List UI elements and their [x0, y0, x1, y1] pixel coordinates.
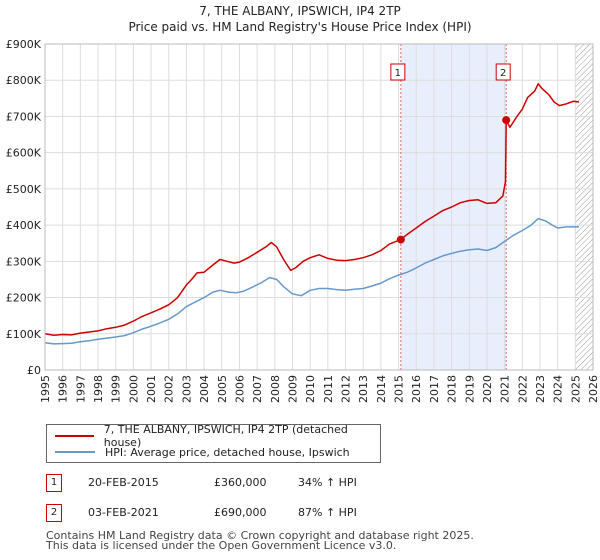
x-tick-label: 2013 [357, 375, 370, 403]
footer-line-1: Contains HM Land Registry data © Crown c… [46, 529, 474, 542]
chart-subtitle: Price paid vs. HM Land Registry's House … [128, 20, 472, 34]
x-tick-label: 1997 [74, 375, 87, 403]
y-tick-label: £0 [27, 364, 41, 377]
legend-label-hpi: HPI: Average price, detached house, Ipsw… [105, 445, 350, 459]
plot-border [44, 43, 594, 371]
transaction-badge: 1 [46, 474, 62, 492]
transaction-date: 20-FEB-2015 [88, 476, 159, 489]
x-tick-label: 1995 [39, 375, 52, 403]
transaction-point [396, 235, 405, 244]
transaction-price: £360,000 [214, 476, 267, 489]
y-tick-label: £600K [6, 147, 42, 160]
x-tick-label: 2017 [428, 375, 441, 403]
x-tick-label: 2012 [340, 375, 353, 403]
y-tick-label: £900K [6, 38, 42, 51]
legend-swatch-hpi [55, 451, 95, 453]
legend: 7, THE ALBANY, IPSWICH, IP4 2TP (detache… [46, 423, 381, 463]
footer: Contains HM Land Registry data © Crown c… [46, 529, 474, 552]
y-tick-label: £100K [6, 328, 42, 341]
transaction-label: 2 [500, 68, 506, 79]
x-tick-label: 2026 [587, 375, 600, 403]
y-tick-label: £500K [6, 183, 42, 196]
x-tick-label: 2003 [180, 375, 193, 403]
x-tick-label: 2023 [534, 375, 547, 403]
x-tick-label: 2007 [251, 375, 264, 403]
property-price-line [44, 83, 580, 336]
x-tick-label: 2019 [463, 375, 476, 403]
x-tick-label: 1998 [92, 375, 105, 403]
y-tick-label: £300K [6, 255, 42, 268]
x-tick-label: 2024 [552, 375, 565, 403]
legend-label-property: 7, THE ALBANY, IPSWICH, IP4 2TP (detache… [103, 423, 348, 449]
x-tick-label: 2001 [145, 375, 158, 403]
transaction-date: 03-FEB-2021 [88, 506, 159, 519]
x-tick-label: 2025 [569, 375, 582, 403]
transaction-price: £690,000 [214, 506, 267, 519]
x-tick-label: 2008 [269, 375, 282, 403]
x-tick-label: 2006 [233, 375, 246, 403]
x-tick-label: 2016 [410, 375, 423, 403]
hpi-line [44, 217, 579, 345]
y-tick-label: £200K [6, 292, 42, 305]
x-tick-label: 2002 [163, 375, 176, 403]
transaction-label-box [390, 63, 406, 81]
x-tick-label: 2004 [198, 375, 211, 403]
legend-item-property: 7, THE ALBANY, IPSWICH, IP4 2TP (detache… [55, 423, 380, 449]
x-tick-label: 2021 [499, 375, 512, 403]
y-tick-label: £400K [6, 219, 42, 232]
transaction-badge: 2 [46, 504, 62, 522]
chart-title: 7, THE ALBANY, IPSWICH, IP4 2TP [199, 4, 401, 18]
legend-swatch-property [55, 435, 94, 437]
x-tick-label: 1999 [110, 375, 123, 403]
x-tick-label: 2020 [481, 375, 494, 403]
y-tick-label: £700K [6, 110, 42, 123]
transaction-label-box [495, 63, 511, 81]
legend-item-hpi: HPI: Average price, detached house, Ipsw… [55, 445, 350, 459]
x-tick-label: 2022 [516, 375, 529, 403]
transaction-hpi-change: 34% ↑ HPI [298, 476, 357, 489]
shaded-period [400, 44, 507, 370]
forecast-hatch [575, 44, 593, 370]
price-chart: 1 2 £0 £100K £200K £300K £400K £500K £600K £700K… [6, 38, 600, 403]
y-tick-label: £800K [6, 74, 42, 87]
x-tick-label: 2015 [393, 375, 406, 403]
x-tick-label: 2005 [216, 375, 229, 403]
x-tick-label: 2018 [446, 375, 459, 403]
x-tick-label: 2014 [375, 375, 388, 403]
transaction-point [502, 116, 511, 125]
transaction-label: 1 [395, 68, 401, 79]
x-tick-label: 2000 [127, 375, 140, 403]
x-tick-label: 2010 [304, 375, 317, 403]
transaction-hpi-change: 87% ↑ HPI [298, 506, 357, 519]
footer-line-2: This data is licensed under the Open Gov… [46, 539, 397, 552]
x-tick-label: 2009 [286, 375, 299, 403]
x-tick-label: 2011 [322, 375, 335, 403]
x-tick-label: 1996 [57, 375, 70, 403]
